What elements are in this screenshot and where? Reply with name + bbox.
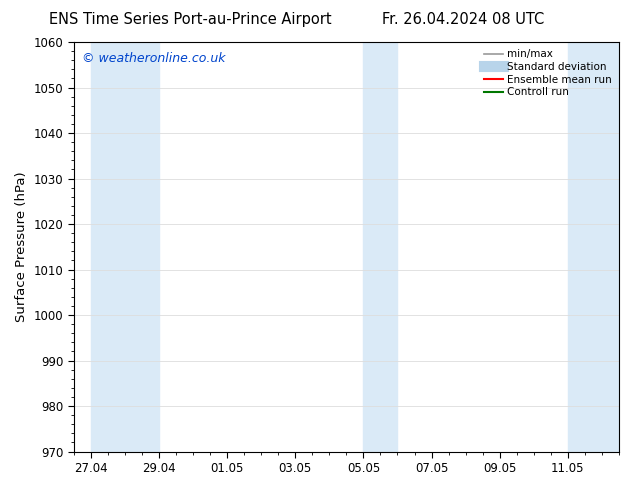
Text: © weatheronline.co.uk: © weatheronline.co.uk xyxy=(82,52,226,65)
Y-axis label: Surface Pressure (hPa): Surface Pressure (hPa) xyxy=(15,172,28,322)
Text: Fr. 26.04.2024 08 UTC: Fr. 26.04.2024 08 UTC xyxy=(382,12,544,27)
Legend: min/max, Standard deviation, Ensemble mean run, Controll run: min/max, Standard deviation, Ensemble me… xyxy=(482,47,614,99)
Bar xyxy=(568,42,619,452)
Bar xyxy=(91,42,159,452)
Text: ENS Time Series Port-au-Prince Airport: ENS Time Series Port-au-Prince Airport xyxy=(49,12,332,27)
Bar xyxy=(363,42,398,452)
